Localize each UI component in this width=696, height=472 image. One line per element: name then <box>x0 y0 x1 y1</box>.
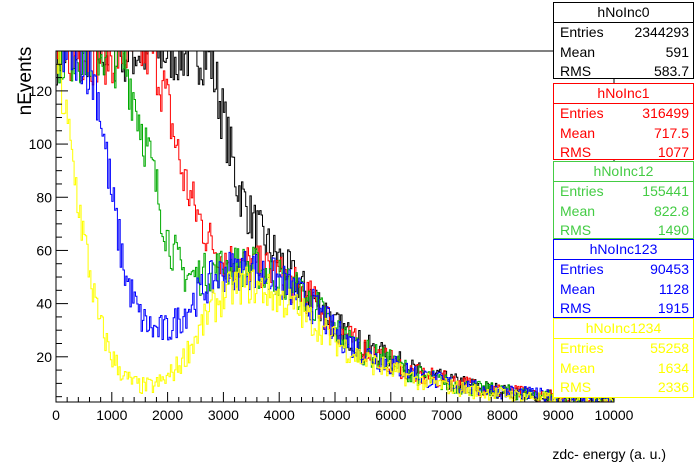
statbox-rms-row: RMS 1490 <box>554 221 693 241</box>
statbox-entries-row: Entries 316499 <box>554 104 693 124</box>
statbox-title: hNoInc1234 <box>554 319 693 339</box>
mean-value: 591 <box>665 43 689 60</box>
statbox-hNoInc1: hNoInc1 Entries 316499 Mean 717.5 RMS 1077 <box>553 83 694 160</box>
entries-label: Entries <box>560 340 604 356</box>
x-tick-label: 1000 <box>96 407 127 423</box>
statbox-rms-row: RMS 1077 <box>554 143 693 163</box>
statbox-mean-row: Mean 717.5 <box>554 124 693 144</box>
y-axis-label: nEvents <box>15 46 36 116</box>
mean-label: Mean <box>560 124 596 141</box>
statbox-hNoInc1234: hNoInc1234 Entries 55258 Mean 1634 RMS 2336 <box>553 318 694 398</box>
x-tick-label: 6000 <box>375 407 406 423</box>
x-tick-label: 5000 <box>319 407 350 423</box>
entries-value: 2344293 <box>634 24 689 40</box>
statbox-title: hNoInc1 <box>554 84 693 104</box>
y-tick-label: 60 <box>36 242 52 258</box>
y-tick-label: 40 <box>36 296 52 312</box>
series-hNoInc123 <box>56 50 614 403</box>
statbox-hNoInc12: hNoInc12 Entries 155441 Mean 822.8 RMS 1490 <box>553 161 694 239</box>
rms-label: RMS <box>560 222 592 238</box>
rms-value: 1915 <box>657 300 689 316</box>
statbox-mean-row: Mean 822.8 <box>554 202 693 222</box>
x-tick-label: 3000 <box>208 407 239 423</box>
statbox-rms-row: RMS 2336 <box>554 378 693 398</box>
entries-label: Entries <box>560 105 604 121</box>
statbox-entries-row: Entries 155441 <box>554 182 693 202</box>
entries-value: 155441 <box>642 183 689 199</box>
y-tick-label: 80 <box>36 189 52 205</box>
x-tick-label: 7000 <box>431 407 462 423</box>
entries-value: 316499 <box>642 105 689 121</box>
x-tick-label: 9000 <box>543 407 574 423</box>
y-tick-label: 20 <box>36 349 52 365</box>
mean-value: 1128 <box>658 280 689 297</box>
rms-value: 2336 <box>657 379 689 395</box>
statbox-title: hNoInc123 <box>554 240 693 260</box>
statbox-rms-row: RMS 583.7 <box>554 62 693 82</box>
rms-label: RMS <box>560 144 592 160</box>
mean-label: Mean <box>560 43 596 60</box>
x-tick-label: 10000 <box>595 407 634 423</box>
x-tick-label: 2000 <box>152 407 183 423</box>
entries-value: 90453 <box>650 261 689 277</box>
mean-label: Mean <box>560 359 596 376</box>
entries-value: 55258 <box>650 340 689 356</box>
x-axis-label: zdc- energy (a. u.) <box>552 446 666 462</box>
rms-label: RMS <box>560 379 592 395</box>
series-hNoInc0 <box>56 50 614 403</box>
statbox-entries-row: Entries 90453 <box>554 260 693 280</box>
mean-value: 1634 <box>657 359 689 376</box>
x-tick-label: 8000 <box>487 407 518 423</box>
series-hNoInc12 <box>56 50 614 403</box>
rms-value: 1077 <box>657 144 689 160</box>
x-tick-label: 4000 <box>264 407 295 423</box>
series-hNoInc1 <box>56 50 614 403</box>
rms-value: 1490 <box>657 222 689 238</box>
rms-value: 583.7 <box>653 63 689 79</box>
statbox-mean-row: Mean 1128 <box>554 280 693 300</box>
mean-label: Mean <box>560 280 596 297</box>
statbox-hNoInc123: hNoInc123 Entries 90453 Mean 1128 RMS 1915 <box>553 239 694 318</box>
statbox-entries-row: Entries 2344293 <box>554 23 693 43</box>
statbox-title: hNoInc0 <box>554 3 693 23</box>
statbox-mean-row: Mean 591 <box>554 43 693 63</box>
x-tick-label: 0 <box>52 407 60 423</box>
statbox-title: hNoInc12 <box>554 162 693 182</box>
mean-value: 717.5 <box>653 124 689 141</box>
rms-label: RMS <box>560 63 592 79</box>
entries-label: Entries <box>560 183 604 199</box>
entries-label: Entries <box>560 24 604 40</box>
statbox-hNoInc0: hNoInc0 Entries 2344293 Mean 591 RMS 583.7 <box>553 2 694 79</box>
mean-value: 822.8 <box>653 202 689 219</box>
statbox-entries-row: Entries 55258 <box>554 339 693 359</box>
y-tick-label: 100 <box>29 136 53 152</box>
series-hNoInc1234 <box>56 50 614 403</box>
mean-label: Mean <box>560 202 596 219</box>
entries-label: Entries <box>560 261 604 277</box>
plot-frame <box>55 50 615 403</box>
statbox-mean-row: Mean 1634 <box>554 359 693 379</box>
rms-label: RMS <box>560 300 592 316</box>
statbox-rms-row: RMS 1915 <box>554 299 693 319</box>
y-tick-label: 120 <box>29 83 53 99</box>
